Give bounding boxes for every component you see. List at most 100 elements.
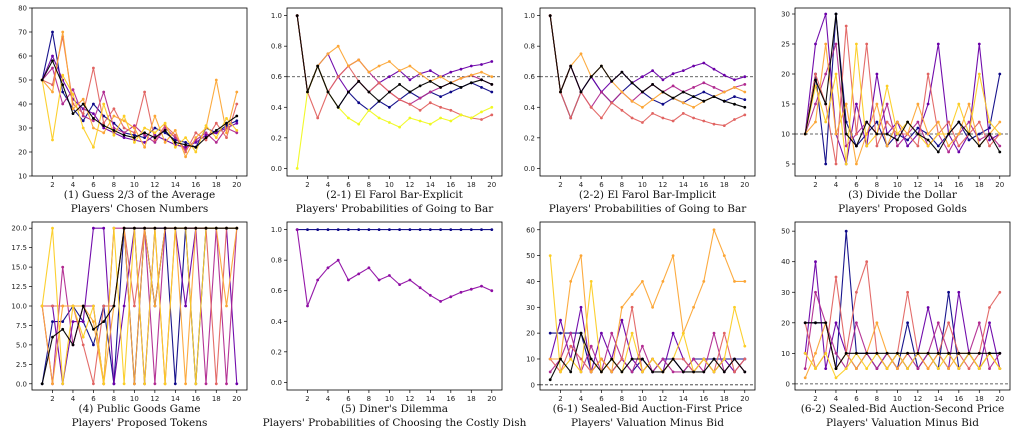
data-point xyxy=(173,141,177,144)
data-point xyxy=(733,370,736,374)
data-point xyxy=(651,357,654,361)
data-point xyxy=(671,84,675,88)
chart-panel-1: 2 4 6 8 10 12 14 16 18 20 10 20 30 40 50 60 70 80 (1) Gues… xyxy=(18,5,248,215)
data-point xyxy=(194,382,198,386)
data-point xyxy=(702,81,706,85)
data-point xyxy=(630,305,634,309)
data-point xyxy=(855,132,858,136)
data-point xyxy=(692,95,695,98)
data-point xyxy=(936,321,940,325)
data-point xyxy=(947,290,950,294)
data-point xyxy=(548,378,552,382)
data-point xyxy=(630,331,634,335)
x-tick-label: 10 xyxy=(130,181,139,189)
x-tick-label: 4 xyxy=(326,395,331,403)
data-point xyxy=(947,120,950,124)
data-point xyxy=(743,98,747,101)
data-point xyxy=(875,120,879,124)
data-point xyxy=(133,124,136,127)
x-tick-label: 18 xyxy=(467,181,476,189)
data-point xyxy=(133,304,136,308)
data-point xyxy=(702,357,706,361)
data-point xyxy=(225,131,228,135)
data-point xyxy=(214,141,218,144)
x-tick-label: 14 xyxy=(934,395,943,403)
data-point xyxy=(957,102,961,106)
x-tick-label: 18 xyxy=(212,395,221,403)
data-point xyxy=(92,382,95,386)
series-line-5 xyxy=(550,229,745,373)
data-point xyxy=(61,102,65,106)
x-tick-label: 12 xyxy=(913,395,922,403)
data-point xyxy=(824,120,828,124)
x-tick-label: 6 xyxy=(91,181,96,189)
data-point xyxy=(998,120,1002,124)
data-point xyxy=(814,102,817,106)
data-point xyxy=(957,144,961,148)
data-point xyxy=(102,126,106,130)
chart-caption-subtitle: Players' Probabilities of Going to Bar xyxy=(549,203,747,215)
x-tick-label: 20 xyxy=(995,395,1004,403)
data-point xyxy=(184,136,188,140)
data-point xyxy=(449,90,453,94)
data-point xyxy=(133,141,136,144)
series-line-2 xyxy=(549,15,745,93)
data-point xyxy=(569,116,573,120)
data-point xyxy=(398,125,401,129)
data-point xyxy=(225,121,228,125)
y-tick-label: 0 xyxy=(786,380,790,388)
data-point xyxy=(71,320,75,323)
data-point xyxy=(875,72,879,76)
chart-caption-title: (6-1) Sealed-Bid Auction-First Price xyxy=(553,403,743,415)
x-tick-label: 6 xyxy=(346,395,351,403)
data-point xyxy=(102,304,106,308)
series-line-7 xyxy=(41,227,237,384)
data-point xyxy=(651,370,654,374)
data-point xyxy=(916,351,920,355)
y-tick-label: 20 xyxy=(781,319,790,327)
data-point xyxy=(936,351,940,355)
data-point xyxy=(61,90,65,94)
data-point xyxy=(81,114,85,118)
data-point xyxy=(579,305,583,309)
data-point xyxy=(814,351,817,355)
data-point xyxy=(916,132,920,136)
data-point xyxy=(204,136,208,140)
data-point xyxy=(988,138,991,142)
data-point xyxy=(122,114,126,118)
data-point xyxy=(133,133,136,137)
data-point xyxy=(661,116,665,120)
data-point xyxy=(357,272,361,276)
data-point xyxy=(855,102,858,106)
data-point xyxy=(957,367,961,370)
data-point xyxy=(957,132,961,136)
data-point xyxy=(814,260,817,264)
data-point xyxy=(834,132,838,136)
x-tick-label: 12 xyxy=(913,181,922,189)
data-point xyxy=(92,145,95,149)
data-point xyxy=(681,69,685,72)
data-point xyxy=(81,304,85,308)
data-point xyxy=(548,331,552,335)
x-tick-label: 6 xyxy=(91,395,96,403)
data-point xyxy=(803,321,807,325)
data-point xyxy=(681,370,685,374)
chart-caption-subtitle: Players' Proposed Golds xyxy=(838,203,967,215)
x-tick-label: 14 xyxy=(171,395,180,403)
y-tick-label: 1.0 xyxy=(271,12,282,20)
data-point xyxy=(428,122,432,126)
data-point xyxy=(469,73,473,77)
data-point xyxy=(906,144,909,148)
data-point xyxy=(692,86,695,89)
data-point xyxy=(449,81,453,85)
chart-panel-3: 2 4 6 8 10 12 14 16 18 20 0.0 0.2 0.4 0.6 0.8 1.0 (2-2) … xyxy=(524,7,756,215)
data-point xyxy=(998,290,1002,294)
data-point xyxy=(61,304,65,308)
data-point xyxy=(712,228,716,232)
data-point xyxy=(824,162,828,166)
series-line-3 xyxy=(41,67,238,151)
data-point xyxy=(661,357,665,361)
x-tick-label: 10 xyxy=(893,395,902,403)
data-point xyxy=(916,367,920,370)
data-point xyxy=(122,382,126,386)
